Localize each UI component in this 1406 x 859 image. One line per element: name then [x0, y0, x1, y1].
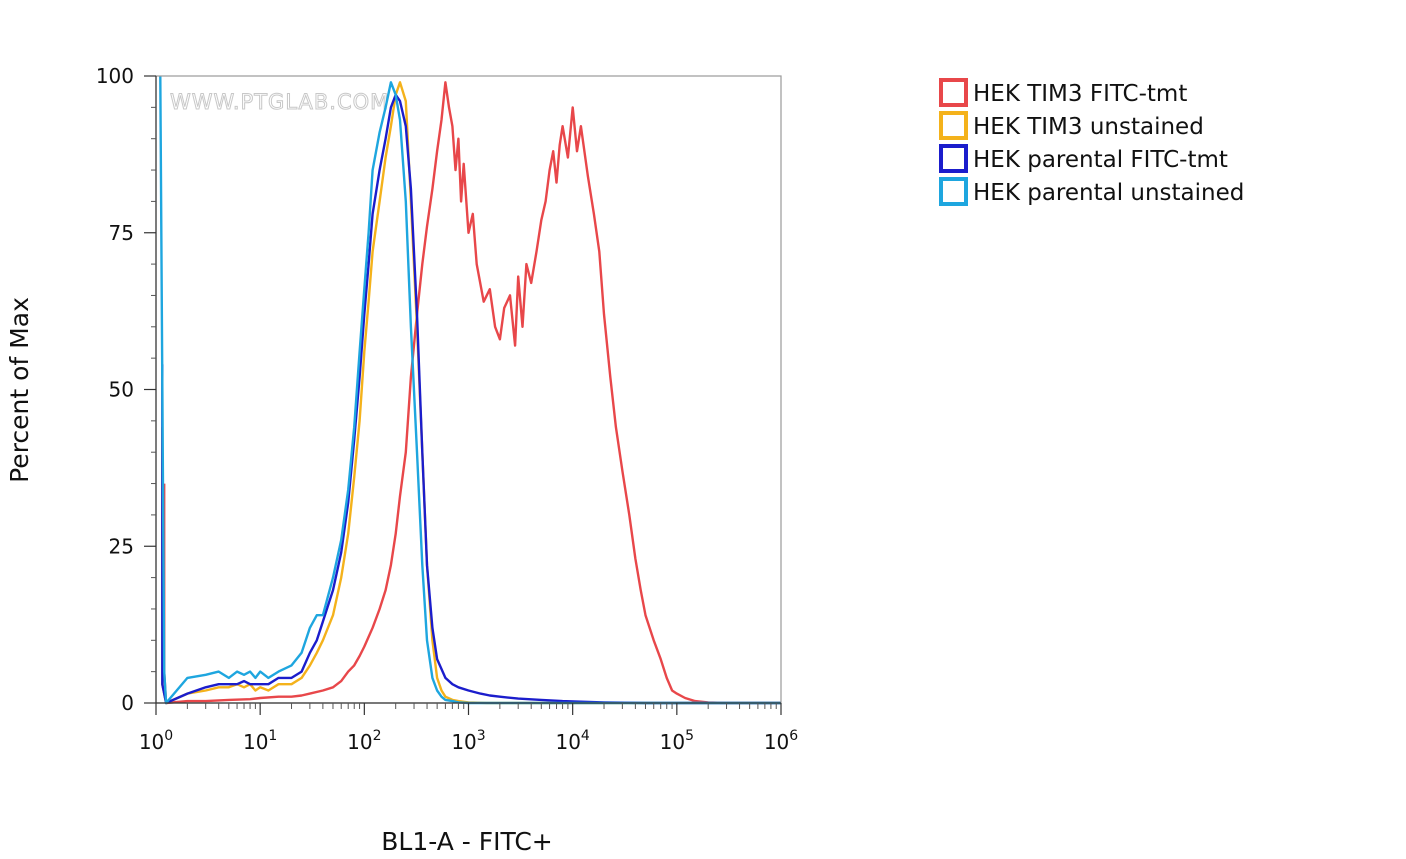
legend-swatch — [939, 78, 968, 107]
x-tick-label: 100 — [139, 728, 173, 754]
y-tick-label: 0 — [121, 691, 134, 715]
x-tick-label: 104 — [555, 728, 589, 754]
legend-item: HEK parental FITC-tmt — [939, 144, 1228, 173]
y-tick-label: 25 — [109, 534, 134, 558]
series-line-2 — [161, 81, 781, 705]
series-layer — [159, 75, 781, 705]
y-tick-label: 50 — [109, 378, 134, 402]
y-tick-label: 100 — [96, 64, 134, 88]
legend-swatch — [939, 111, 968, 140]
y-axis-title: Percent of Max — [5, 297, 34, 483]
y-tick-label: 75 — [109, 221, 134, 245]
x-axis: 100 101 102 103 104 105 106 — [139, 702, 798, 754]
x-tick-label: 106 — [764, 728, 798, 754]
legend-item: HEK TIM3 FITC-tmt — [939, 78, 1187, 107]
legend-label: HEK parental FITC-tmt — [973, 147, 1228, 173]
legend: HEK TIM3 FITC-tmt HEK TIM3 unstained HEK p… — [939, 78, 1244, 206]
x-tick-label: 105 — [660, 728, 694, 754]
legend-label: HEK TIM3 unstained — [973, 114, 1204, 140]
watermark-text: WWW.PTGLAB.COM — [170, 90, 389, 114]
legend-label: HEK TIM3 FITC-tmt — [973, 81, 1187, 107]
series-line-1 — [162, 81, 781, 705]
x-tick-label: 103 — [451, 728, 485, 754]
x-axis-title: BL1-A - FITC+ — [381, 827, 552, 856]
legend-swatch — [939, 177, 968, 206]
x-tick-label: 102 — [347, 728, 381, 754]
series-line-4 — [159, 75, 781, 705]
y-axis: 0 25 50 75 100 — [96, 64, 157, 715]
legend-item: HEK TIM3 unstained — [939, 111, 1204, 140]
series-line-3 — [161, 93, 781, 705]
legend-label: HEK parental unstained — [973, 180, 1244, 206]
x-tick-label: 101 — [243, 728, 277, 754]
legend-item: HEK parental unstained — [939, 177, 1244, 206]
legend-swatch — [939, 144, 968, 173]
